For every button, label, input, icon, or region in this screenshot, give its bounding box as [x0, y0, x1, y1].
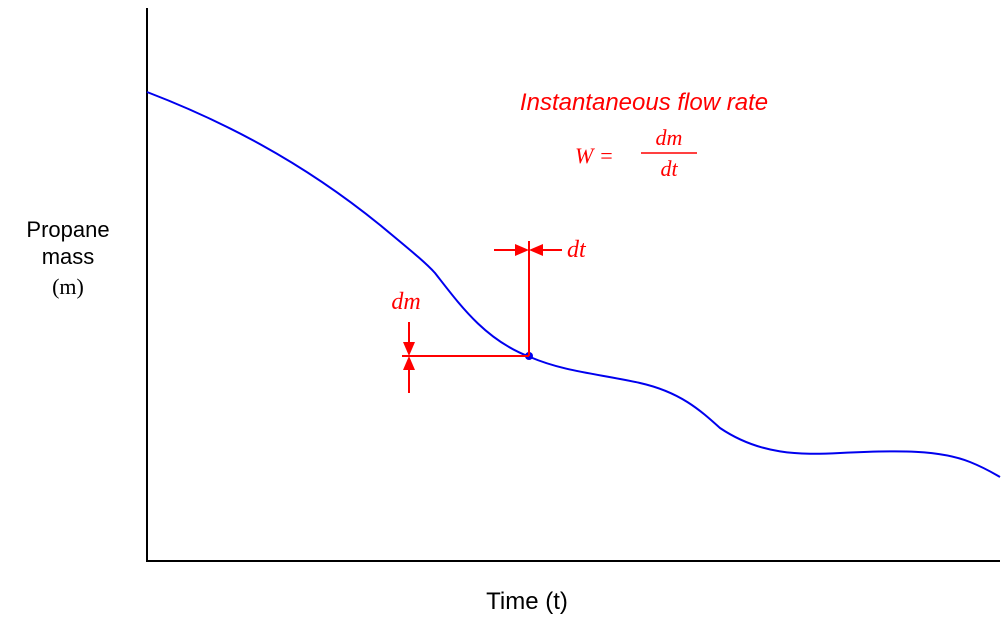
annotation-marks — [402, 241, 562, 393]
dt-label: dt — [567, 237, 587, 263]
equation-lhs: W = — [575, 143, 614, 168]
dt-left-arrowhead — [515, 244, 529, 256]
dm-bottom-arrowhead — [403, 356, 415, 370]
axes — [146, 8, 1000, 562]
arrowheads — [403, 244, 543, 370]
y-axis-label-line1: Propane — [26, 217, 109, 242]
equation-numerator: dm — [656, 125, 683, 150]
dm-label: dm — [391, 289, 420, 315]
x-axis-label: Time (t) — [486, 588, 568, 615]
dm-top-arrowhead — [403, 342, 415, 356]
y-axis-label-line2: mass — [42, 244, 95, 269]
annotation-title: Instantaneous flow rate — [520, 89, 768, 116]
dt-right-arrowhead — [529, 244, 543, 256]
y-axis-label-symbol: (m) — [52, 274, 84, 299]
equation-denominator: dt — [660, 156, 678, 181]
mass-curve — [146, 91, 1001, 478]
